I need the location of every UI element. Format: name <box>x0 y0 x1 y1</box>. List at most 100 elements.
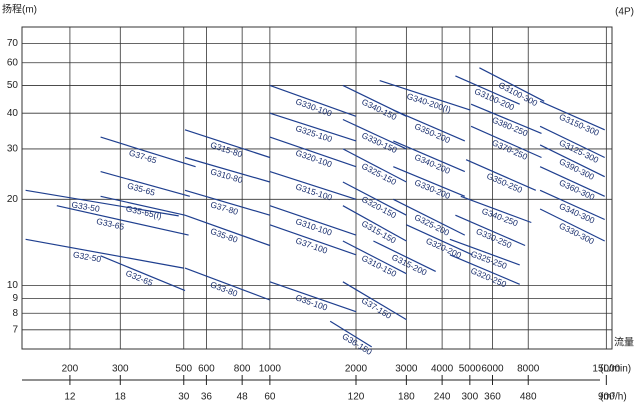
x-tick-label: 600 <box>198 364 215 375</box>
y-tick-label: 9 <box>12 293 18 304</box>
pump-curve <box>379 80 471 111</box>
plot-frame <box>21 26 613 350</box>
pump-curve <box>269 136 357 168</box>
curve-label: G32-50 <box>72 249 102 264</box>
pump-curve <box>269 112 357 142</box>
x2-unit: (m³/h) <box>600 392 627 403</box>
subtitle: (4P) <box>615 7 634 18</box>
pump-curve <box>449 254 520 285</box>
pump-curve <box>479 67 545 102</box>
pump-curve <box>25 238 184 269</box>
x-tick-label: 800 <box>234 364 251 375</box>
curve-label: G370-250 <box>490 137 529 162</box>
x-unit: (L/min) <box>600 364 631 375</box>
pump-curve <box>539 208 605 242</box>
x-tick-label: 4000 <box>431 364 454 375</box>
curve-label: G330-100 <box>294 96 333 118</box>
y-title: 扬程(m) <box>2 3 37 16</box>
pump-curve <box>342 205 407 242</box>
curve-label: G325-100 <box>294 123 333 144</box>
curve-label: G330-250 <box>475 226 514 250</box>
pump-curve <box>373 240 436 272</box>
pump-curve <box>269 171 357 200</box>
pump-curve <box>342 118 407 150</box>
pump-curve <box>393 140 466 173</box>
x2-tick-label: 300 <box>461 392 478 403</box>
pump-curve <box>393 109 466 142</box>
pump-curve <box>100 195 186 216</box>
x-tick-label: 1000 <box>259 364 282 375</box>
curve-label: G330-200 <box>413 177 452 201</box>
pump-curve <box>393 198 466 236</box>
x2-tick-label: 30 <box>178 392 190 403</box>
pump-curve <box>184 267 271 301</box>
curve-label: G315-150 <box>360 218 398 245</box>
y-tick-label: 30 <box>7 144 19 155</box>
y-tick-label: 70 <box>7 38 19 49</box>
curve-label: G320-100 <box>294 148 333 170</box>
pump-curve <box>539 125 605 159</box>
y-tick-label: 8 <box>12 308 18 319</box>
curve-label: G325-150 <box>360 161 398 187</box>
pump-curve <box>269 281 357 313</box>
curve-label: G35-65 <box>126 180 156 197</box>
pump-curve <box>342 240 407 275</box>
curve-label: G37-150 <box>360 295 394 321</box>
x-tick-label: 200 <box>62 364 79 375</box>
x2-tick-label: 12 <box>64 392 76 403</box>
x2-tick-label: 120 <box>348 392 365 403</box>
pump-curve <box>470 103 542 134</box>
pump-curve <box>56 205 189 236</box>
x-tick-label: 3000 <box>395 364 418 375</box>
curve-label: G320-150 <box>360 194 398 221</box>
x-tick-label: 6000 <box>481 364 504 375</box>
curve-label: G36-150 <box>340 331 374 357</box>
x-tick-label: 2000 <box>345 364 368 375</box>
pump-curve <box>539 100 605 131</box>
x2-tick-label: 48 <box>237 392 249 403</box>
pump-curve <box>100 171 190 197</box>
x2-tick-label: 60 <box>264 392 276 403</box>
x2-tick-label: 480 <box>520 392 537 403</box>
curve-label: G350-250 <box>485 171 524 195</box>
pump-curve <box>455 214 526 247</box>
pump-curve <box>269 84 357 117</box>
pump-curve <box>100 136 196 168</box>
pump-curve <box>342 181 407 216</box>
curve-label: G37-80 <box>209 199 239 217</box>
curve-label: G310-100 <box>294 216 333 238</box>
x2-tick-label: 360 <box>484 392 501 403</box>
pump-curve <box>184 214 271 247</box>
pump-curve <box>184 189 271 216</box>
pump-curve <box>539 144 605 178</box>
x2-tick-label: 36 <box>201 392 213 403</box>
pump-curve <box>449 238 520 266</box>
y-tick-label: 10 <box>7 280 19 291</box>
x-tick-label: 5000 <box>459 364 482 375</box>
curve-label: G340-150 <box>360 97 399 123</box>
x-tick-label: 300 <box>112 364 129 375</box>
pump-curve <box>184 129 271 159</box>
pump-curve <box>539 189 605 221</box>
pump-curve <box>539 166 605 197</box>
pump-curve <box>342 281 407 321</box>
curve-label: G340-200 <box>413 152 452 176</box>
pump-curve <box>342 148 407 183</box>
x-title: 流量 <box>614 336 634 349</box>
y-tick-label: 60 <box>7 57 19 68</box>
curve-label: G340-200(I) <box>406 91 453 115</box>
y-tick-label: 20 <box>7 194 19 205</box>
y-tick-label: 40 <box>7 108 19 119</box>
pump-curve <box>393 166 466 197</box>
curve-label: G37-100 <box>294 235 329 255</box>
curve-label: G315-80 <box>209 140 244 160</box>
pump-curve <box>329 320 373 348</box>
curve-label: G320-200 <box>424 236 463 261</box>
pump-curve <box>184 156 271 183</box>
pump-curve <box>100 255 186 292</box>
curve-label: G33-65 <box>95 216 125 232</box>
x2-tick-label: 900 <box>598 392 615 403</box>
curve-label: G340-250 <box>480 206 519 229</box>
pump-curve <box>455 75 520 105</box>
